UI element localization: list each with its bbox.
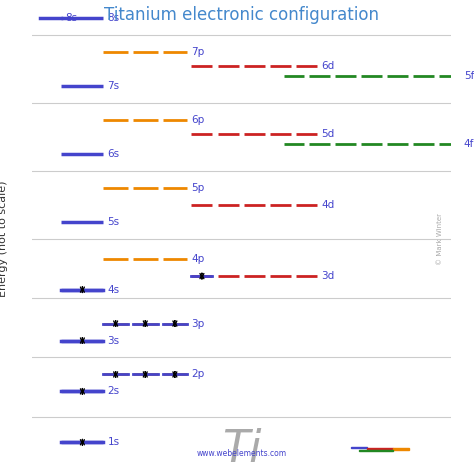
Text: 6p: 6p [191,115,205,125]
Text: 8s: 8s [108,13,119,23]
Text: 2s: 2s [108,386,119,396]
Text: 3s: 3s [108,336,119,346]
Text: 4d: 4d [321,200,335,210]
Text: 3d: 3d [321,271,335,281]
Text: 5s: 5s [108,217,119,227]
Text: 5d: 5d [321,128,335,139]
Bar [367,448,392,450]
Text: 6d: 6d [321,61,335,71]
Text: 7p: 7p [191,47,205,57]
Text: Titanium electronic configuration: Titanium electronic configuration [104,7,379,25]
Bar [392,448,410,450]
Text: 4s: 4s [108,285,119,295]
Text: 8s: 8s [65,13,78,23]
Text: 6s: 6s [108,149,119,159]
Text: 5f: 5f [464,71,474,81]
Bar [351,447,367,448]
Text: 4p: 4p [191,254,205,264]
Text: www.webelements.com: www.webelements.com [197,448,287,457]
Bar [359,450,392,451]
Text: 5p: 5p [191,183,205,193]
Text: 1s: 1s [108,438,119,447]
Text: 2p: 2p [191,369,205,380]
Text: © Mark Winter: © Mark Winter [437,213,443,265]
Text: 3p: 3p [191,319,205,328]
Text: 4f: 4f [464,139,474,149]
Text: 7s: 7s [108,81,119,91]
Text: Energy (not to scale): Energy (not to scale) [0,181,8,297]
Text: Ti: Ti [222,428,261,471]
